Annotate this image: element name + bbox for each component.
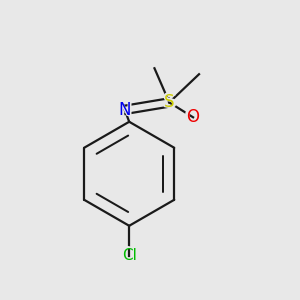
Text: Cl: Cl bbox=[118, 245, 140, 266]
Text: N: N bbox=[116, 100, 134, 120]
Text: S: S bbox=[164, 93, 175, 111]
Text: S: S bbox=[161, 92, 177, 112]
Text: Cl: Cl bbox=[122, 248, 136, 263]
Text: N: N bbox=[118, 101, 131, 119]
Text: O: O bbox=[184, 107, 202, 127]
Text: O: O bbox=[187, 108, 200, 126]
